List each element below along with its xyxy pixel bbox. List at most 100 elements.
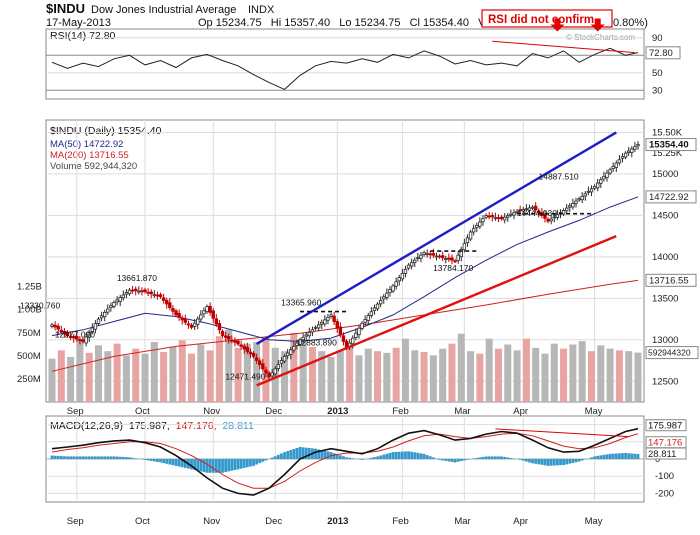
price-candle	[258, 361, 261, 365]
price-tick-label: 14000	[652, 252, 678, 263]
price-candle	[472, 229, 475, 232]
macd-histogram-bar	[147, 459, 150, 460]
price-candle	[305, 335, 308, 336]
macd-histogram-bar	[407, 451, 410, 459]
volume-bar	[197, 345, 204, 403]
price-candle	[51, 325, 54, 326]
price-candle	[227, 336, 230, 339]
price-candle	[342, 336, 345, 342]
macd-histogram-bar	[404, 451, 407, 459]
macd-histogram-bar	[190, 459, 193, 469]
macd-value-label: 147.176	[648, 438, 682, 449]
price-candle	[97, 319, 100, 323]
macd-histogram-bar	[637, 454, 640, 459]
price-x-label: Mar	[454, 406, 470, 417]
price-candle	[262, 364, 265, 369]
price-candle	[336, 322, 339, 329]
macd-x-label: Sep	[67, 516, 84, 527]
price-candle	[590, 189, 593, 192]
volume-bar	[151, 342, 158, 402]
macd-histogram-bar	[550, 459, 553, 466]
price-candle	[246, 347, 249, 351]
macd-histogram-bar	[370, 458, 373, 459]
volume-value-label: 592944320	[648, 348, 691, 358]
price-candle	[466, 238, 469, 243]
price-candle	[506, 216, 509, 217]
price-candle	[392, 286, 395, 291]
price-candle	[249, 352, 252, 354]
macd-histogram-bar	[624, 453, 627, 459]
macd-histogram-bar	[240, 459, 243, 469]
macd-histogram-bar	[385, 454, 388, 459]
price-candle	[426, 254, 429, 255]
macd-histogram-bar	[277, 455, 280, 459]
price-candle	[513, 213, 516, 215]
price-candle	[82, 340, 85, 342]
volume-bar	[67, 357, 74, 402]
price-candle	[187, 324, 190, 325]
price-candle	[395, 282, 398, 286]
macd-histogram-bar	[376, 456, 379, 459]
macd-histogram-bar	[351, 458, 354, 459]
macd-histogram-bar	[159, 459, 162, 462]
price-candle	[212, 311, 215, 318]
price-candle	[568, 206, 571, 207]
macd-histogram-bar	[503, 457, 506, 459]
volume-bar	[541, 354, 548, 402]
price-label: 12977.090	[55, 330, 95, 340]
macd-histogram-bar	[497, 456, 500, 459]
price-candle	[134, 289, 137, 291]
price-candle	[215, 319, 218, 324]
price-candle	[289, 350, 292, 355]
price-candle	[547, 219, 550, 221]
macd-name: MACD(12,26,9)	[50, 420, 123, 432]
rsi-line	[52, 48, 638, 89]
price-candle	[237, 341, 240, 344]
macd-histogram-bar	[361, 459, 364, 460]
price-candle	[615, 163, 618, 167]
price-candle	[147, 292, 150, 293]
macd-histogram-bar	[432, 457, 435, 459]
macd-histogram-bar	[221, 459, 224, 473]
macd-histogram-bar	[627, 453, 630, 459]
price-value-label: 15354.40	[649, 140, 689, 151]
macd-histogram-bar	[513, 458, 516, 459]
price-candle	[125, 293, 128, 295]
price-candle	[429, 254, 432, 255]
macd-value: 175.987,	[129, 420, 170, 432]
macd-histogram-bar	[178, 459, 181, 467]
volume-bar	[532, 348, 539, 402]
price-candle	[361, 323, 364, 328]
macd-histogram-bar	[345, 457, 348, 459]
macd-histogram-bar	[420, 453, 423, 459]
macd-histogram-bar	[60, 456, 63, 459]
macd-histogram-bar	[451, 459, 454, 462]
price-candle	[286, 353, 289, 356]
macd-title: MACD(12,26,9) 175.987, 147.176, 28.811	[50, 420, 254, 432]
price-candle	[593, 186, 596, 188]
price-candle	[327, 317, 330, 320]
volume-bar	[476, 354, 483, 402]
price-candle	[200, 315, 203, 319]
volume-bar	[207, 350, 214, 402]
price-candle	[435, 256, 438, 257]
volume-bar	[448, 344, 455, 402]
price-candle	[94, 324, 97, 330]
price-candle	[386, 293, 389, 297]
macd-histogram-bar	[553, 459, 556, 466]
macd-histogram-bar	[506, 457, 509, 459]
macd-histogram-bar	[447, 459, 450, 461]
volume-bar	[216, 336, 223, 402]
price-tick-label: 14500	[652, 210, 678, 221]
macd-histogram-bar	[472, 458, 475, 459]
price-candle	[441, 256, 444, 258]
price-candle	[510, 214, 513, 215]
rsi-title: RSI(14) 72.80	[50, 30, 116, 42]
price-candle	[203, 311, 206, 314]
macd-histogram-bar	[621, 453, 624, 459]
macd-histogram-bar	[584, 459, 587, 460]
price-candle	[475, 225, 478, 227]
price-tick-label: 13000	[652, 335, 678, 346]
volume-bar	[58, 350, 65, 402]
price-candle	[358, 328, 361, 334]
